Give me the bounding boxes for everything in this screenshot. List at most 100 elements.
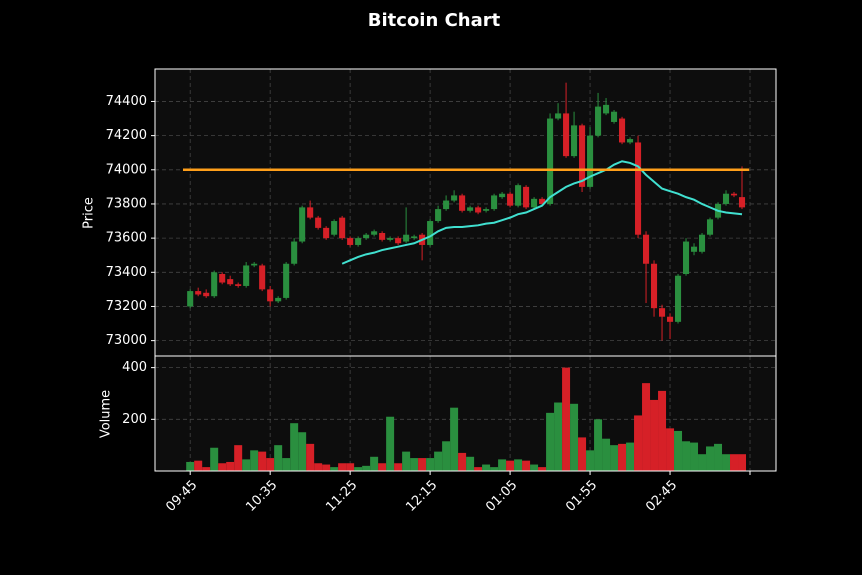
candle-body	[283, 263, 290, 298]
volume-bar	[634, 415, 643, 471]
volume-bar	[346, 463, 355, 471]
volume-bar	[426, 458, 435, 471]
volume-bar	[466, 456, 475, 471]
volume-bar	[706, 446, 715, 471]
volume-bar	[674, 430, 683, 471]
candle-body	[459, 195, 466, 211]
volume-bar	[562, 367, 571, 471]
candle-body	[315, 217, 322, 228]
candle-body	[619, 118, 626, 143]
candle-body	[706, 219, 714, 235]
candle-body	[195, 291, 202, 295]
volume-bar	[402, 451, 411, 471]
volume-bar	[538, 467, 547, 471]
volume-bar	[594, 419, 603, 471]
volume-bar	[266, 458, 275, 471]
candle-body	[674, 275, 682, 322]
candle-body	[579, 125, 586, 187]
volume-bar	[618, 443, 627, 471]
candle-body	[331, 221, 338, 235]
volume-bar	[690, 442, 699, 471]
volume-bar	[698, 454, 707, 471]
volume-bar	[410, 458, 419, 471]
volume-bar	[458, 452, 467, 471]
candle-body	[587, 135, 594, 187]
volume-bar	[610, 445, 619, 471]
volume-bar	[258, 451, 267, 471]
candle-body	[539, 198, 546, 204]
candle-body	[682, 241, 690, 274]
candle-body	[307, 207, 314, 218]
volume-bar	[234, 445, 243, 471]
volume-bar	[642, 383, 651, 471]
candle-body	[427, 221, 434, 245]
candle-body	[555, 113, 562, 119]
candle-body	[658, 308, 666, 317]
candle-body	[219, 274, 226, 283]
candle-body	[291, 241, 298, 264]
volume-bar	[498, 459, 507, 471]
volume-tick-label: 400	[122, 360, 147, 375]
volume-bar	[578, 437, 587, 471]
candle-body	[643, 234, 650, 264]
volume-bar	[282, 458, 291, 471]
volume-bar	[290, 423, 299, 471]
volume-bar	[650, 399, 659, 471]
volume-bar	[586, 450, 595, 471]
volume-bar	[250, 450, 259, 471]
volume-bar	[298, 432, 307, 471]
candle-body	[627, 139, 634, 143]
y-tick-label: 74400	[106, 94, 147, 109]
y-tick-label: 74200	[106, 128, 147, 143]
volume-bar	[506, 460, 515, 471]
candle-body	[395, 238, 402, 244]
volume-bar	[242, 459, 251, 471]
volume-bar	[714, 443, 723, 471]
candle-body	[651, 263, 658, 309]
volume-bar	[354, 467, 363, 471]
volume-bar	[490, 467, 499, 471]
volume-bar	[626, 442, 635, 471]
volume-bar	[482, 464, 491, 471]
candle-body	[339, 217, 346, 239]
volume-bar	[330, 467, 339, 471]
candle-body	[515, 185, 522, 206]
candle-body	[467, 207, 474, 211]
candle-body	[355, 238, 362, 245]
volume-bar	[522, 460, 531, 471]
price-panel	[155, 69, 776, 356]
candle-body	[635, 142, 642, 235]
volume-bar	[186, 461, 195, 471]
candle-body	[347, 238, 354, 245]
y-tick-label: 73600	[106, 231, 147, 246]
candle-body	[387, 238, 394, 240]
volume-bar	[306, 443, 315, 471]
candle-body	[443, 200, 450, 210]
volume-axis-title: Volume	[99, 390, 114, 438]
volume-bar	[226, 461, 235, 471]
volume-bar	[442, 441, 451, 471]
candle-body	[483, 209, 490, 211]
volume-bar	[274, 445, 283, 471]
candle-body	[299, 207, 306, 242]
volume-bar	[658, 390, 667, 471]
volume-bar	[338, 463, 347, 471]
candle-body	[499, 193, 506, 198]
volume-bar	[730, 454, 739, 471]
candle-body	[363, 234, 370, 239]
candle-body	[531, 198, 538, 208]
candle-body	[491, 195, 498, 210]
volume-bar	[202, 467, 211, 471]
y-tick-label: 73800	[106, 196, 147, 211]
candle-body	[730, 193, 738, 196]
volume-bar	[378, 463, 387, 471]
chart-title: Bitcoin Chart	[368, 10, 501, 31]
candle-body	[203, 292, 210, 297]
y-axis-title: Price	[82, 197, 97, 229]
volume-tick-label: 200	[122, 412, 147, 427]
volume-bar	[602, 438, 611, 471]
volume-bar	[218, 463, 227, 471]
volume-bar	[450, 407, 459, 471]
candle-body	[547, 118, 554, 204]
